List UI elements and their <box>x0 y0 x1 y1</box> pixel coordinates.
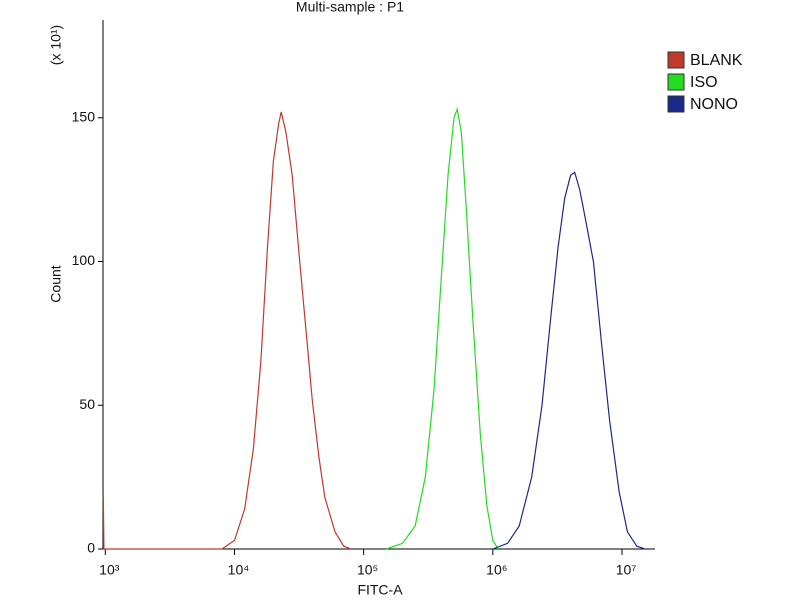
legend-swatch <box>667 51 685 69</box>
legend-swatch <box>667 73 685 91</box>
series-line <box>492 171 646 550</box>
x-tick-label: 10⁶ <box>486 562 507 578</box>
y-tick-label: 0 <box>87 540 95 556</box>
x-axis-label: FITC-A <box>357 582 403 598</box>
legend-swatch <box>667 95 685 113</box>
y-axis-label: Count <box>48 265 64 302</box>
y-tick-label: 150 <box>72 108 96 124</box>
legend-label: ISO <box>690 74 718 91</box>
legend-label: NONO <box>690 96 738 113</box>
legend-label: BLANK <box>690 52 743 69</box>
series-line <box>102 111 352 550</box>
y-multiplier: (x 10¹) <box>48 25 64 65</box>
y-tick-label: 50 <box>79 396 95 412</box>
y-tick-label: 100 <box>72 252 96 268</box>
x-tick-label: 10³ <box>99 562 120 578</box>
chart-title: Multi-sample : P1 <box>296 0 404 15</box>
x-tick-label: 10⁷ <box>616 562 637 578</box>
series-line <box>386 106 499 550</box>
x-tick-label: 10⁴ <box>228 562 250 578</box>
x-tick-label: 10⁵ <box>357 562 378 578</box>
